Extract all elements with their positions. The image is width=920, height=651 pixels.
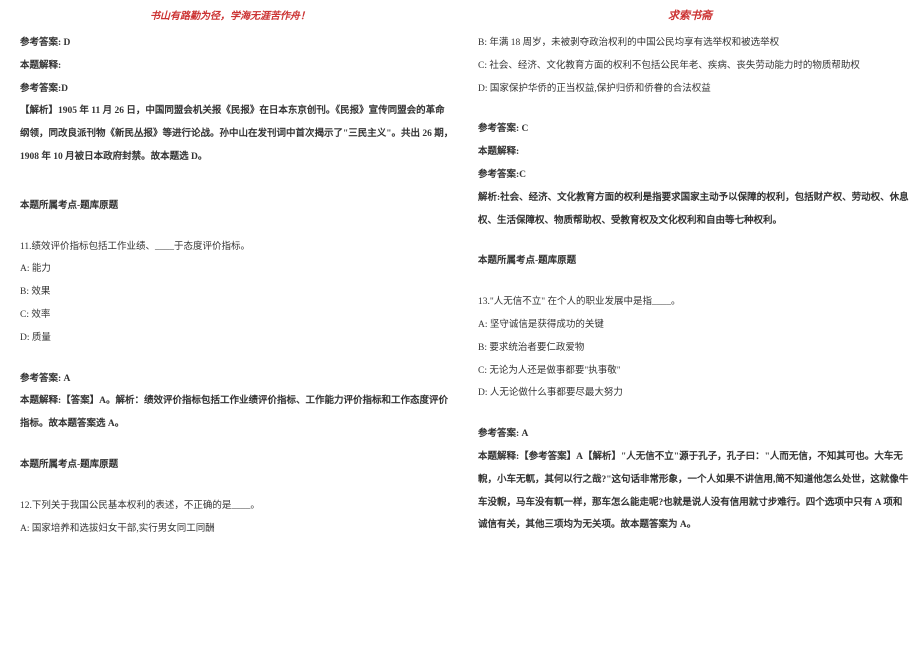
q11-explain: 指标。故本题答案选 A。 [20, 413, 442, 436]
q11-option-c: C: 效率 [20, 304, 442, 327]
q11-option-d: D: 质量 [20, 327, 442, 350]
explain-answer: 参考答案:D [20, 78, 442, 101]
header-motto: 书山有路勤为径，学海无涯苦作舟！ [150, 11, 310, 22]
q13-option-d: D: 人无论做什么事都要尽最大努力 [478, 382, 900, 405]
content-columns: 参考答案: D 本题解释: 参考答案:D 【解析】1905 年 11 月 26 … [0, 28, 920, 540]
q13-explain: 輗，小车无軏，其何以行之哉?"这句话非常形象，一个人如果不讲信用,简不知道他怎么… [478, 469, 900, 492]
q13-answer: 参考答案: A [478, 423, 900, 446]
q11-option-a: A: 能力 [20, 258, 442, 281]
q11-answer: 参考答案: A [20, 368, 442, 391]
explain-label: 本题解释: [20, 55, 442, 78]
q11-stem: 11.绩效评价指标包括工作业绩、____于态度评价指标。 [20, 236, 442, 259]
q11-option-b: B: 效果 [20, 281, 442, 304]
q13-option-c: C: 无论为人还是做事都要"执事敬" [478, 360, 900, 383]
q13-option-b: B: 要求统治者要仁政爱物 [478, 337, 900, 360]
q13-stem: 13."人无信不立" 在个人的职业发展中是指____。 [478, 291, 900, 314]
page-header: 书山有路勤为径，学海无涯苦作舟！ 求索书斋 [0, 0, 920, 28]
q13-explain: 本题解释:【参考答案】A【解析】"人无信不立"源于孔子，孔子曰："人而无信，不知… [478, 446, 900, 469]
q13-explain: 车没輗，马车没有軏一样，那车怎么能走呢?也就是说人没有信用就寸步难行。四个选项中… [478, 492, 900, 515]
q12-explain-label: 本题解释: [478, 141, 900, 164]
q13-option-a: A: 坚守诚信是获得成功的关键 [478, 314, 900, 337]
q12-explain-answer: 参考答案:C [478, 164, 900, 187]
left-column: 参考答案: D 本题解释: 参考答案:D 【解析】1905 年 11 月 26 … [20, 28, 460, 540]
q11-explain: 本题解释:【答案】A。解析：绩效评价指标包括工作业绩评价指标、工作能力评价指标和… [20, 390, 442, 413]
explain-body: 【解析】1905 年 11 月 26 日，中国同盟会机关报《民报》在日本东京创刊… [20, 100, 442, 123]
q11-topic: 本题所属考点-题库原题 [20, 454, 442, 477]
q12-option-a: A: 国家培养和选拔妇女干部,实行男女同工同酬 [20, 518, 442, 541]
q13-explain: 诚信有关，其他三项均为无关项。故本题答案为 A。 [478, 514, 900, 537]
q12-explain-body: 解析:社会、经济、文化教育方面的权利是指要求国家主动予以保障的权利，包括财产权、… [478, 187, 900, 210]
q12-topic: 本题所属考点-题库原题 [478, 250, 900, 273]
header-left: 书山有路勤为径，学海无涯苦作舟！ [0, 6, 460, 24]
answer-label: 参考答案: D [20, 32, 442, 55]
q12-stem: 12.下列关于我国公民基本权利的表述，不正确的是____。 [20, 495, 442, 518]
q12-option-d: D: 国家保护华侨的正当权益,保护归侨和侨眷的合法权益 [478, 78, 900, 101]
q12-option-b: B: 年满 18 周岁，未被剥夺政治权利的中国公民均享有选举权和被选举权 [478, 32, 900, 55]
right-column: B: 年满 18 周岁，未被剥夺政治权利的中国公民均享有选举权和被选举权 C: … [460, 28, 900, 540]
header-right: 求索书斋 [460, 6, 920, 24]
explain-body: 纲领，同改良派刊物《新民丛报》等进行论战。孙中山在发刊词中首次揭示了"三民主义"… [20, 123, 442, 146]
header-brand: 求索书斋 [668, 10, 712, 22]
q12-answer: 参考答案: C [478, 118, 900, 141]
q12-option-c: C: 社会、经济、文化教育方面的权利不包括公民年老、疾病、丧失劳动能力时的物质帮… [478, 55, 900, 78]
q12-explain-body: 权、生活保障权、物质帮助权、受教育权及文化权利和自由等七种权利。 [478, 210, 900, 233]
explain-body: 1908 年 10 月被日本政府封禁。故本题选 D。 [20, 146, 442, 169]
topic-label: 本题所属考点-题库原题 [20, 195, 442, 218]
